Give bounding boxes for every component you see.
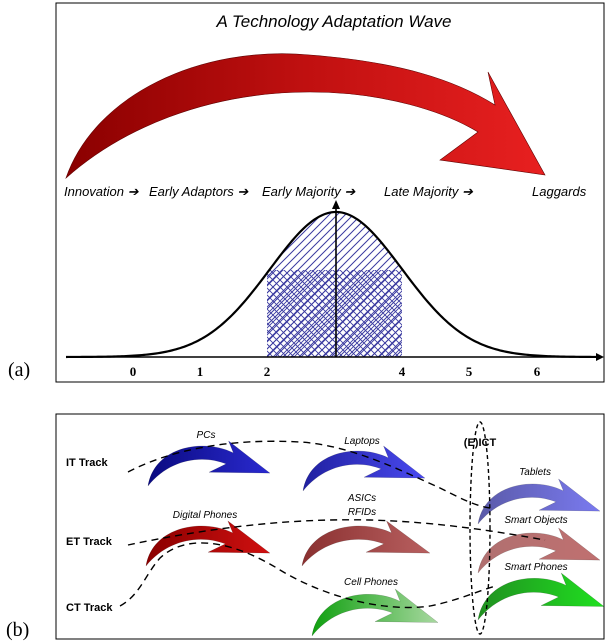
track-label-it: IT Track (66, 457, 108, 469)
stage-laggards: Laggards (532, 184, 587, 199)
smart-objects-arrow-icon (477, 527, 601, 574)
laptops-arrow-icon (302, 445, 426, 492)
tick-label-0: 0 (130, 364, 137, 379)
ct-track-trajectory (119, 542, 497, 609)
device-label-pcs: PCs (197, 430, 216, 441)
stage-late-majority: Late Majority ➔ (384, 184, 474, 199)
adaptation-wave-arrow (65, 53, 546, 179)
panel-a-title: A Technology Adaptation Wave (215, 12, 451, 31)
stage-innovation: Innovation ➔ (64, 184, 140, 199)
panel-a-frame (55, 2, 605, 383)
smart-phones-arrow-icon (477, 572, 605, 621)
device-label-rfids: RFIDs (348, 507, 376, 518)
tablets-arrow-icon (477, 478, 601, 525)
x-axis-arrowhead (596, 353, 604, 361)
eict-convergence-ellipse (469, 421, 491, 635)
bell-curve (65, 210, 599, 359)
device-label-smart-phones: Smart Phones (504, 562, 567, 573)
device-label-asics: ASICs (347, 493, 376, 504)
tick-label-5: 5 (466, 364, 473, 379)
device-label-cell-phones: Cell Phones (344, 577, 398, 588)
tick-label-4: 4 (399, 364, 406, 379)
stage-early-adaptors: Early Adaptors ➔ (149, 184, 249, 199)
device-label-tablets: Tablets (519, 467, 551, 478)
device-label-digital-phones: Digital Phones (173, 510, 237, 521)
asics-rfids-arrow-icon (301, 520, 431, 567)
pcs-arrow-icon (147, 440, 271, 487)
panel-b-frame (55, 413, 605, 640)
track-trajectories (119, 440, 546, 609)
device-label-laptops: Laptops (344, 436, 380, 447)
track-label-et: ET Track (66, 536, 113, 548)
eict-label: (E)ICT (464, 437, 497, 449)
tick-label-1: 1 (197, 364, 204, 379)
et-track-trajectory (127, 519, 546, 546)
it-track-trajectory (127, 440, 491, 509)
tick-label-6: 6 (534, 364, 541, 379)
cell-phones-arrow-icon (311, 588, 439, 637)
track-label-ct: CT Track (66, 602, 113, 614)
panel-b-label: (b) (6, 619, 29, 641)
y-axis-arrowhead (332, 200, 340, 209)
stage-early-majority: Early Majority ➔ (262, 184, 356, 199)
panel-a-label: (a) (8, 359, 30, 381)
device-label-smart-objects: Smart Objects (504, 515, 567, 526)
tick-label-2: 2 (264, 364, 271, 379)
digital-phones-arrow-icon (145, 520, 271, 567)
hatched-regions (267, 212, 402, 357)
